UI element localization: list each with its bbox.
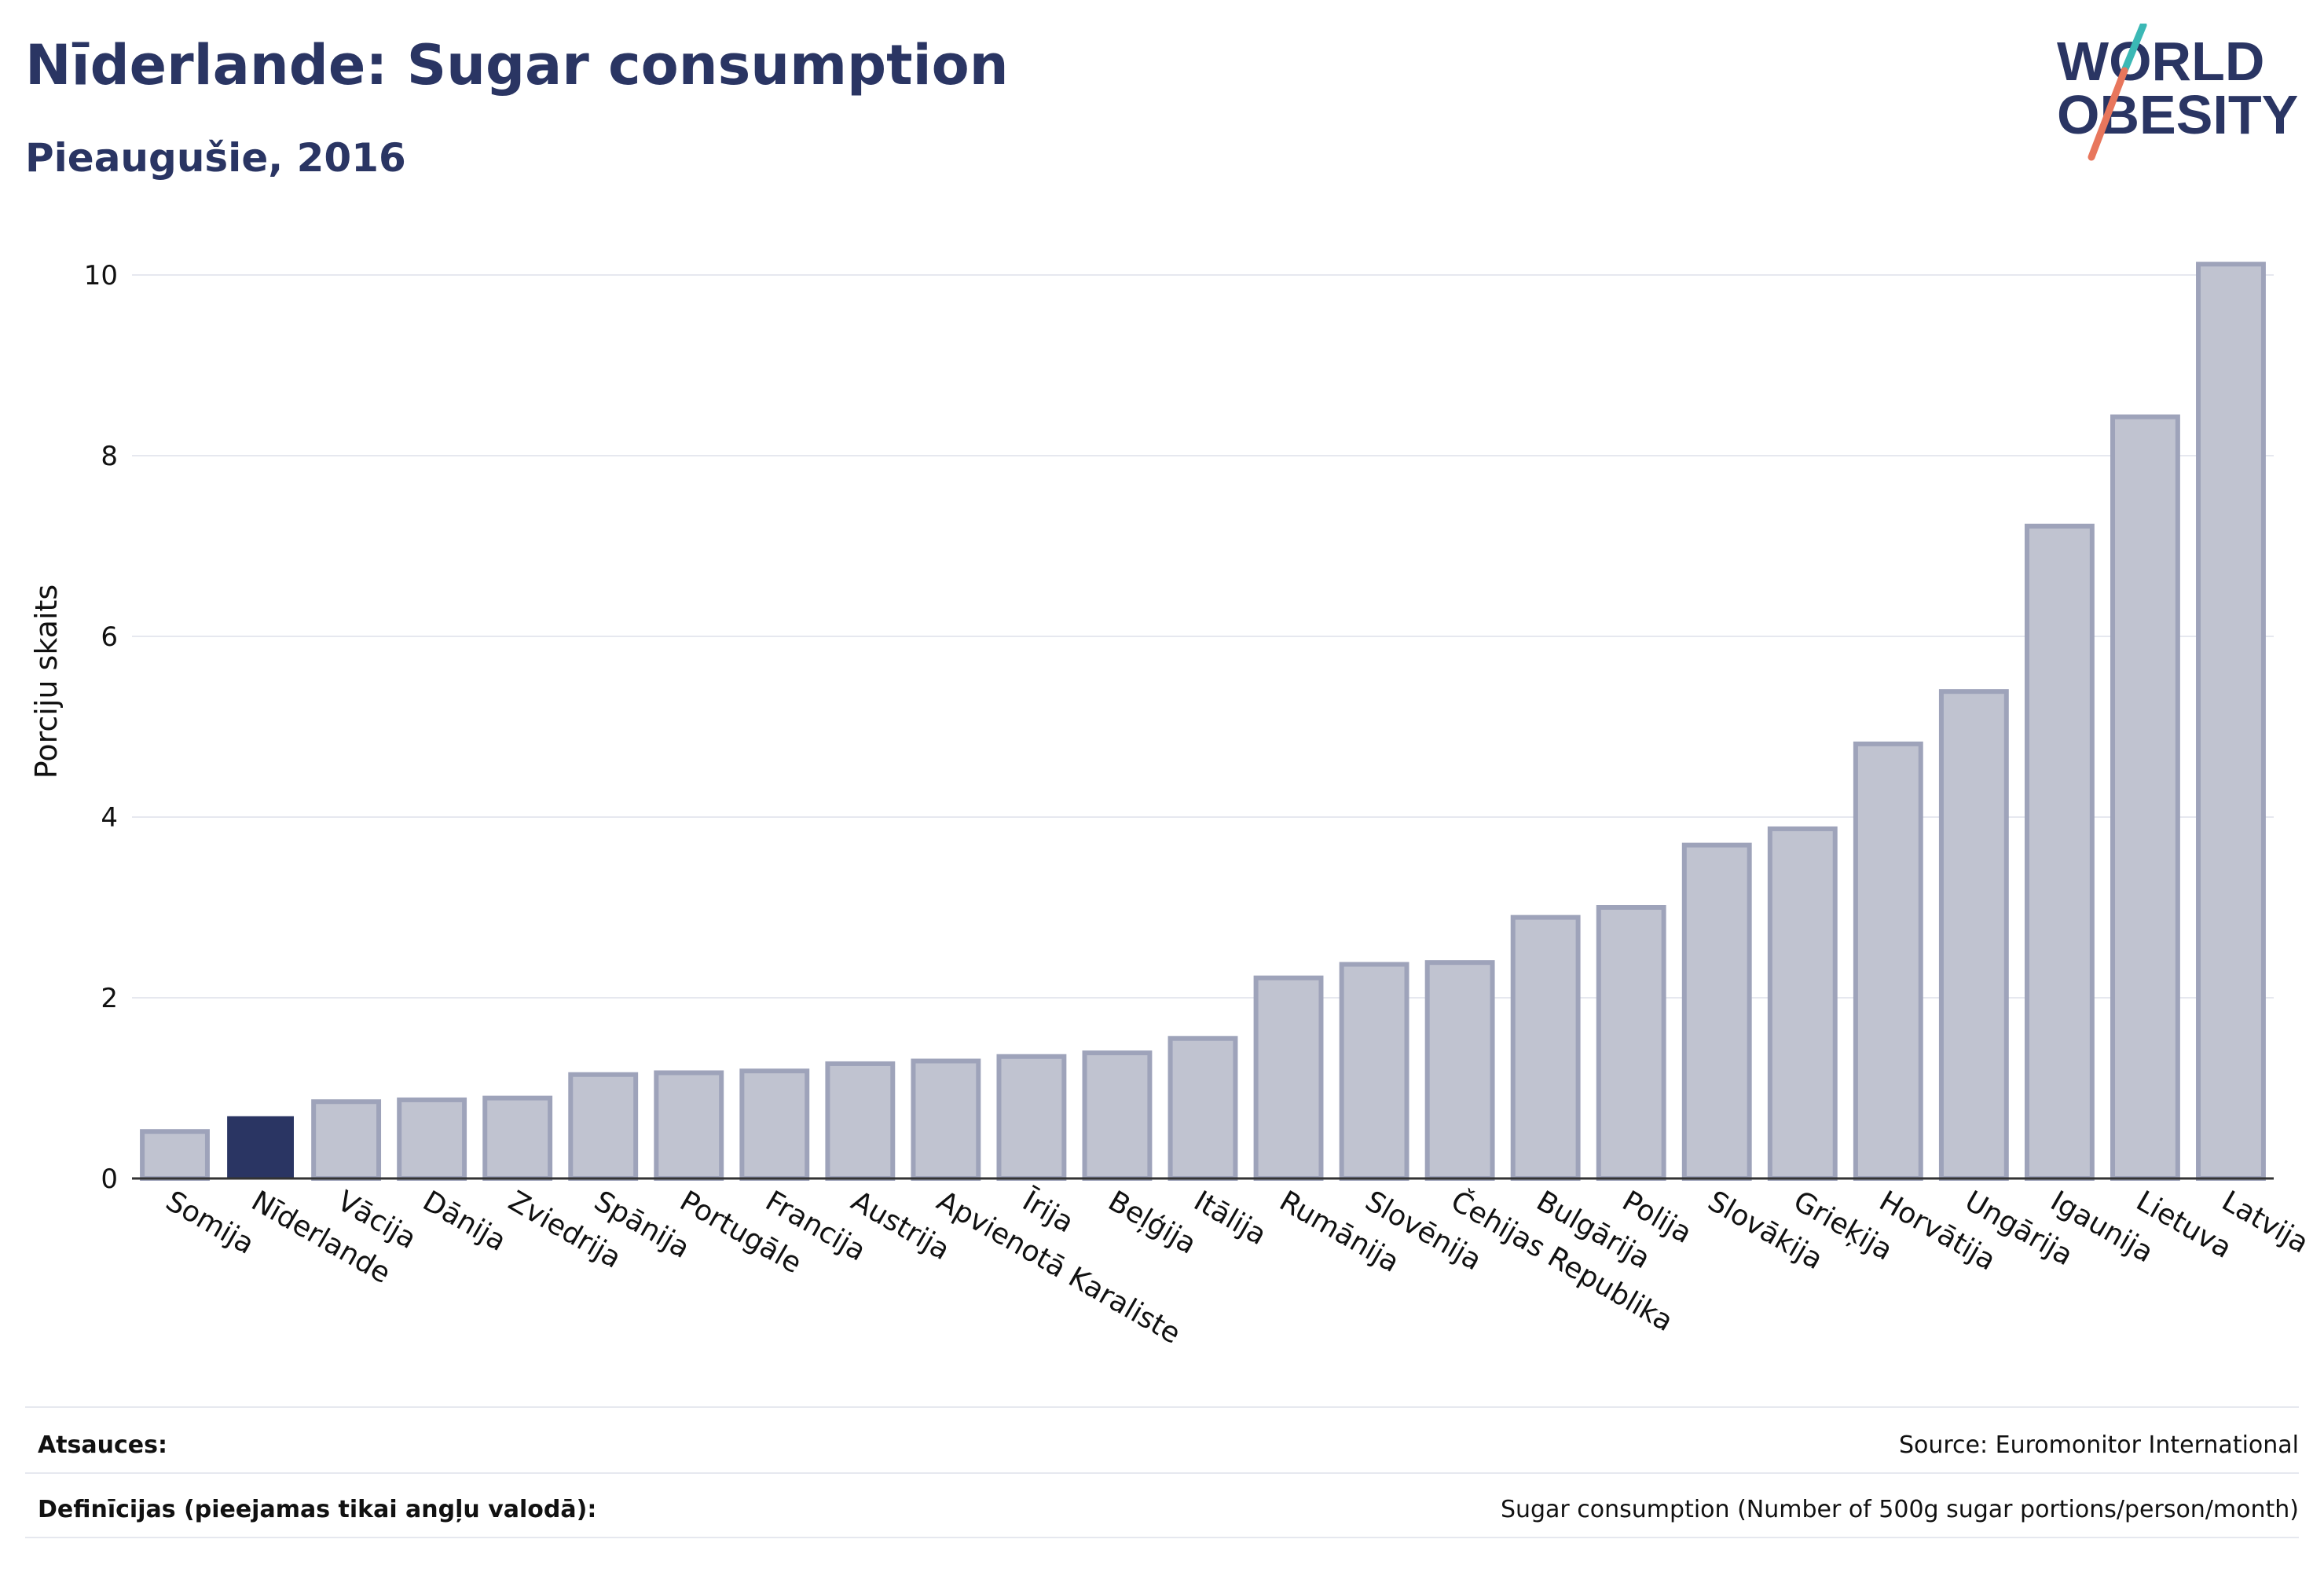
bar-22	[1938, 689, 2009, 1181]
definitions-value: Sugar consumption (Number of 500g sugar …	[1500, 1496, 2299, 1523]
bar-21	[1853, 741, 1923, 1181]
footer-divider-middle	[25, 1472, 2299, 1474]
bar-8	[739, 1068, 810, 1182]
bar-15	[1339, 962, 1409, 1181]
bar-7	[654, 1070, 724, 1181]
bar-13	[1167, 1035, 1238, 1181]
bar-4	[397, 1097, 467, 1181]
definitions-label: Definīcijas (pieejamas tikai angļu valod…	[38, 1496, 597, 1523]
logo-slash-teal	[2121, 24, 2147, 75]
bar-3	[311, 1099, 382, 1181]
bar-12	[1082, 1050, 1153, 1182]
x-tick-label-1: Somija	[160, 1185, 259, 1261]
bar-1	[140, 1129, 210, 1181]
y-tick-label-2: 2	[101, 983, 118, 1014]
x-tick-label-13: Itālija	[1189, 1185, 1272, 1252]
sources-label: Atsauces:	[38, 1431, 167, 1459]
bar-20	[1767, 826, 1838, 1181]
y-tick-label-6: 6	[101, 621, 118, 653]
y-tick-label-4: 4	[101, 802, 118, 834]
page-title: Nīderlande: Sugar consumption	[25, 33, 1009, 97]
y-tick-label-10: 10	[84, 260, 118, 291]
x-tick-label-25: Latvija	[2216, 1185, 2314, 1259]
world-obesity-logo: WORLD OBESITY	[2057, 24, 2298, 161]
bar-10	[911, 1058, 981, 1181]
bar-9	[825, 1061, 896, 1181]
bar-19	[1681, 842, 1752, 1182]
bar-23	[2024, 523, 2095, 1181]
bar-18	[1596, 905, 1666, 1181]
bar-5	[482, 1095, 553, 1182]
y-tick-label-0: 0	[101, 1164, 118, 1195]
y-axis-label: Porciju skaits	[29, 585, 64, 779]
bar-25	[2196, 262, 2266, 1182]
bar-16	[1424, 960, 1495, 1182]
x-tick-label-12: Beļģija	[1102, 1185, 1201, 1260]
x-tick-label-4: Dānija	[417, 1185, 511, 1258]
logo-slash-coral	[2088, 67, 2128, 161]
sources-value: Source: Euromonitor International	[1898, 1431, 2299, 1459]
y-tick-label-8: 8	[101, 441, 118, 472]
bar-6	[568, 1072, 639, 1181]
bar-17	[1510, 914, 1581, 1182]
logo-text-world: WORLD	[2057, 31, 2264, 92]
bar-14	[1253, 975, 1324, 1181]
bar-2	[227, 1116, 294, 1180]
bar-24	[2110, 414, 2180, 1181]
footer-divider-bottom	[25, 1537, 2299, 1538]
page-subtitle: Pieaugušie, 2016	[25, 135, 406, 181]
bar-11	[996, 1054, 1067, 1181]
footer-divider-top	[25, 1406, 2299, 1408]
